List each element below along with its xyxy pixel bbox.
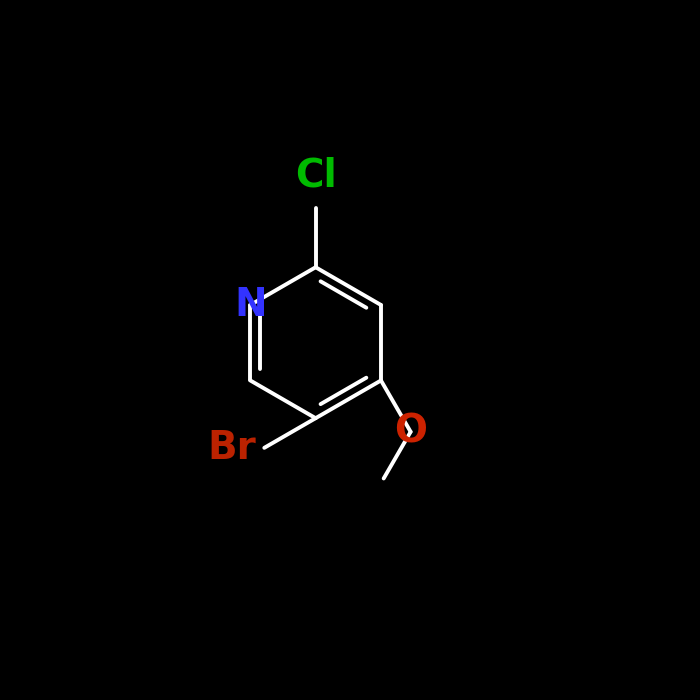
Text: Cl: Cl — [295, 157, 337, 195]
Text: N: N — [234, 286, 267, 324]
Text: Br: Br — [207, 429, 256, 467]
Text: O: O — [394, 413, 427, 451]
